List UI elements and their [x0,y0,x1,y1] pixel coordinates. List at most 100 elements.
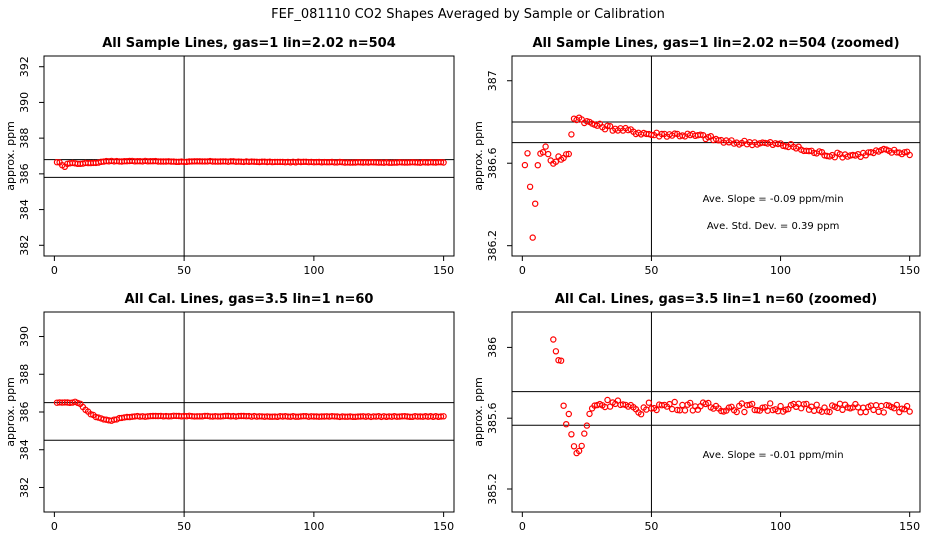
data-point [782,143,789,150]
data-point [813,401,820,408]
data-point [826,408,833,416]
data-point [697,131,704,138]
data-point [906,408,913,415]
y-tick-label: 388 [18,128,31,149]
data-point [862,408,870,416]
plot-frame [511,311,921,513]
plot-frame [511,55,921,257]
y-axis-label: approx. ppm [4,377,17,447]
data-point [875,408,882,415]
data-point [557,357,565,364]
data-point [437,158,445,166]
data-point [440,413,447,420]
panel-title: All Cal. Lines, gas=3.5 lin=1 n=60 [125,292,374,307]
y-tick-label: 390 [18,326,31,347]
data-point [870,406,877,414]
data-points [53,157,447,170]
data-point [754,407,761,414]
data-point [878,402,885,410]
data-point [674,406,681,414]
y-tick-label: 382 [18,235,31,256]
data-point [534,161,542,169]
y-tick-label: 392 [18,56,31,77]
data-point [555,357,562,364]
x-tick-label: 50 [177,520,191,533]
y-tick-label: 385.2 [486,473,499,505]
data-point [749,400,756,408]
chart-panel-2: All Sample Lines, gas=1 lin=2.02 n=504 (… [472,36,921,277]
data-point [681,407,689,414]
chart-panel-3: All Cal. Lines, gas=3.5 lin=1 n=60 0 50 100… [4,292,455,533]
y-tick-label: 386 [486,337,499,358]
data-point [800,401,808,408]
data-point [565,410,573,418]
y-axis-label: approx. ppm [4,121,17,191]
panel-title: All Cal. Lines, gas=3.5 lin=1 n=60 (zoom… [555,292,877,307]
x-tick-label: 50 [644,264,658,277]
annotation: Ave. Std. Dev. = 0.39 ppm [707,221,839,232]
chart-panel-4: All Cal. Lines, gas=3.5 lin=1 n=60 (zoom… [472,292,921,533]
x-tick-label: 100 [303,264,324,277]
y-tick-label: 386.2 [486,230,499,262]
data-point [637,411,645,418]
data-point [658,130,666,138]
data-point [526,183,534,190]
chart-panel-1: All Sample Lines, gas=1 lin=2.02 n=504 0 5… [4,36,455,277]
data-point [898,405,906,412]
data-point [578,442,585,450]
data-point [529,234,536,241]
y-tick-label: 385.6 [486,402,499,434]
panel-title: All Sample Lines, gas=1 lin=2.02 n=504 [102,36,396,51]
y-tick-label: 384 [18,199,31,220]
data-point [883,401,890,409]
plot-frame [43,311,455,513]
figure-title: FEF_081110 CO2 Shapes Averaged by Sample… [271,7,665,22]
y-tick-label: 386 [18,163,31,184]
data-points [550,336,913,457]
x-tick-label: 0 [519,520,526,533]
data-point [803,400,810,408]
data-point [666,400,673,408]
data-point [563,421,570,428]
x-tick-label: 150 [433,264,454,277]
x-tick-label: 50 [644,520,658,533]
data-point [839,406,846,413]
data-point [565,150,573,158]
y-tick-label: 386.6 [486,147,499,179]
data-point [648,131,655,139]
data-point [836,400,844,407]
data-point [741,408,748,416]
annotation: Ave. Slope = -0.09 ppm/min [703,194,844,205]
data-point [552,348,560,355]
plot-frame [43,55,455,257]
data-point [903,402,911,410]
x-tick-label: 0 [519,264,526,277]
data-point [53,158,61,166]
data-point [687,399,694,407]
data-point [583,422,591,429]
data-point [901,149,908,156]
data-point [653,406,660,414]
y-tick-label: 387 [486,70,499,91]
x-tick-label: 0 [51,520,58,533]
y-tick-label: 390 [18,92,31,113]
data-point [563,151,570,158]
chart-panels: All Sample Lines, gas=1 lin=2.02 n=504 0 5… [4,36,921,533]
x-tick-label: 100 [303,520,324,533]
x-tick-label: 0 [51,264,58,277]
data-point [872,402,880,409]
data-point [782,406,789,413]
data-point [715,137,722,144]
data-point [619,401,627,408]
data-point [586,410,593,418]
panel-title: All Sample Lines, gas=1 lin=2.02 n=504 (… [532,36,899,51]
data-point [668,405,676,413]
data-points [521,114,913,241]
data-point [880,409,888,416]
data-point [767,400,774,407]
data-point [823,408,831,415]
data-point [645,399,653,406]
data-point [560,402,567,409]
data-point [532,200,539,207]
